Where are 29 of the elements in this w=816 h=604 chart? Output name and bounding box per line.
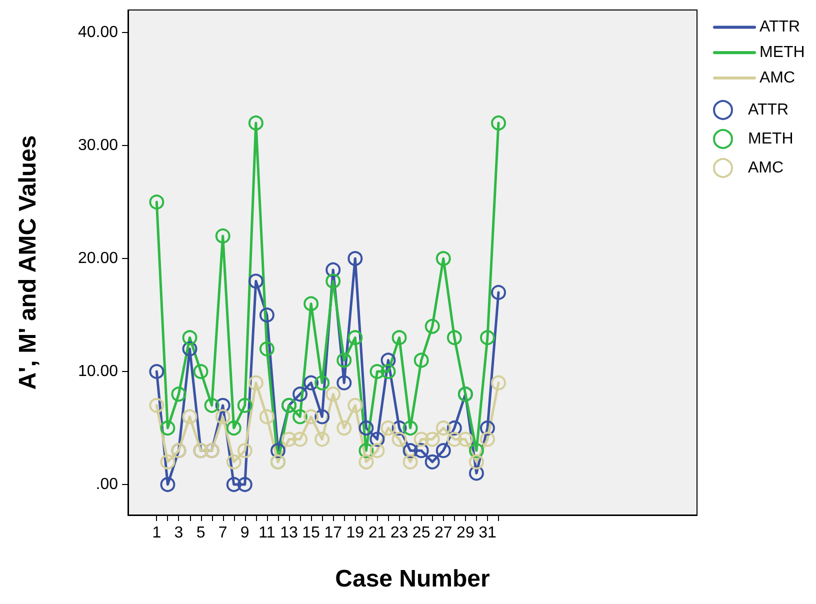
x-tick-label: 23 bbox=[390, 524, 408, 542]
x-tick-label: 9 bbox=[240, 524, 250, 542]
x-tick-label: 13 bbox=[280, 524, 298, 542]
x-tick-label: 29 bbox=[456, 524, 474, 542]
x-tick-label: 3 bbox=[174, 524, 184, 542]
x-tick-label: 17 bbox=[324, 524, 342, 542]
x-axis-title: Case Number bbox=[335, 566, 490, 592]
legend-label: ATTR bbox=[748, 102, 789, 118]
y-tick-label: 10.00 bbox=[78, 363, 118, 380]
text: ATTR bbox=[760, 18, 800, 36]
x-tick-label: 7 bbox=[218, 524, 228, 542]
legend-label: AMC bbox=[748, 160, 784, 176]
x-tick-label: 5 bbox=[196, 524, 206, 542]
y-tick-label: 40.00 bbox=[78, 24, 118, 42]
y-axis-title: A', M' and AMC Values bbox=[14, 135, 42, 390]
x-tick-label: 1 bbox=[152, 524, 162, 542]
x-tick-label: 11 bbox=[258, 524, 276, 542]
y-tick-label: 20.00 bbox=[78, 250, 118, 268]
legend-label: METH bbox=[748, 130, 794, 148]
y-tick-label: .00 bbox=[96, 476, 118, 493]
text: AMC bbox=[760, 70, 796, 86]
x-tick-label: 19 bbox=[346, 524, 364, 542]
x-tick-label: 15 bbox=[302, 524, 320, 542]
x-tick-label: 21 bbox=[368, 524, 386, 542]
text: METH bbox=[760, 44, 805, 62]
y-tick-label: 30.00 bbox=[78, 137, 118, 154]
x-tick-label: 25 bbox=[412, 524, 430, 542]
x-tick-label: 31 bbox=[478, 524, 496, 542]
x-tick-label: 27 bbox=[434, 524, 452, 542]
